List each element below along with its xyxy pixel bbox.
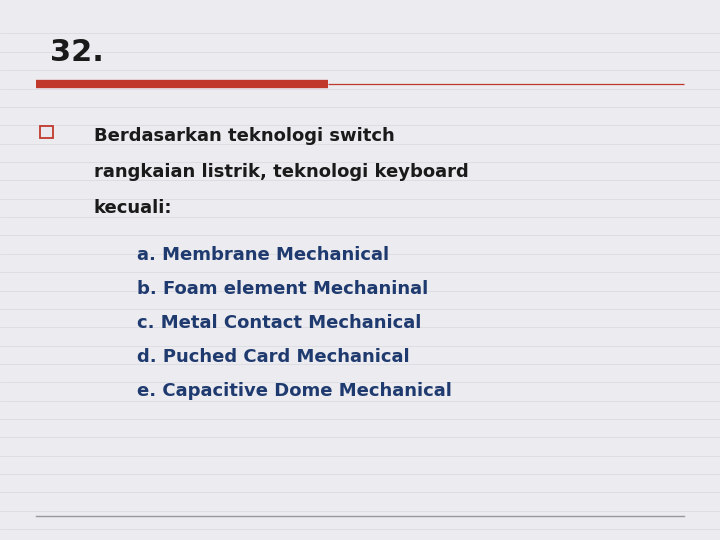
Text: rangkaian listrik, teknologi keyboard: rangkaian listrik, teknologi keyboard — [94, 163, 468, 181]
Bar — [40, 126, 53, 138]
Text: a. Membrane Mechanical: a. Membrane Mechanical — [137, 246, 389, 264]
Text: c. Metal Contact Mechanical: c. Metal Contact Mechanical — [137, 314, 421, 332]
Text: Berdasarkan teknologi switch: Berdasarkan teknologi switch — [94, 127, 395, 145]
Text: kecuali:: kecuali: — [94, 199, 172, 217]
Text: b. Foam element Mechaninal: b. Foam element Mechaninal — [137, 280, 428, 298]
Text: d. Puched Card Mechanical: d. Puched Card Mechanical — [137, 348, 410, 366]
Text: e. Capacitive Dome Mechanical: e. Capacitive Dome Mechanical — [137, 382, 451, 400]
Text: 32.: 32. — [50, 38, 104, 67]
